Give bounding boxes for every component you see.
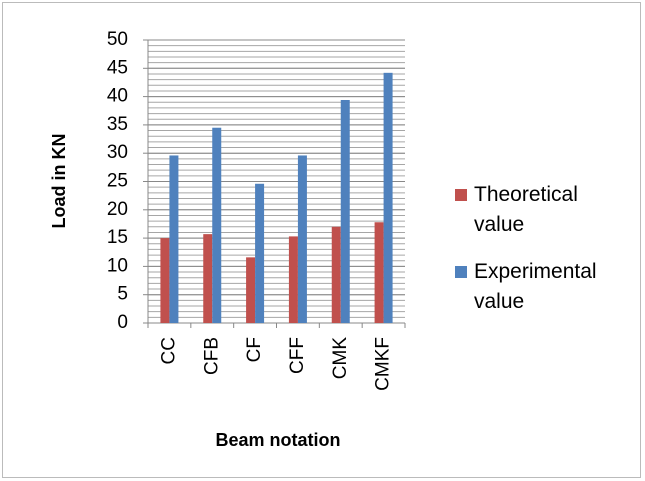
- legend-label: Experimental value: [474, 260, 597, 313]
- y-tick-label: 30: [107, 142, 128, 163]
- bar: [255, 183, 265, 323]
- y-tick-label: 10: [107, 255, 128, 276]
- bar: [331, 226, 341, 323]
- bar: [203, 234, 213, 323]
- bar: [340, 99, 350, 323]
- x-tick-label: CMKF: [373, 337, 394, 391]
- x-tick-label: CMK: [330, 337, 351, 380]
- bar: [246, 257, 256, 323]
- y-tick-label: 20: [107, 199, 128, 220]
- x-tick-label: CC: [158, 337, 179, 364]
- y-tick-label: 40: [107, 86, 128, 107]
- y-tick-label: 15: [107, 227, 128, 248]
- bar: [297, 155, 307, 323]
- x-axis-title: Beam notation: [215, 430, 340, 450]
- y-tick-label: 0: [117, 312, 128, 333]
- y-tick-label: 35: [107, 114, 128, 135]
- y-tick-label: 25: [107, 171, 128, 192]
- legend-label: Theoretical value: [474, 183, 578, 236]
- bar: [383, 72, 393, 323]
- legend-swatch: [455, 189, 467, 201]
- legend-swatch: [455, 266, 467, 278]
- x-tick-label: CFB: [201, 337, 222, 375]
- bar: [374, 222, 384, 323]
- bar: [288, 236, 298, 323]
- bar: [160, 238, 170, 323]
- y-tick-label: 45: [107, 57, 128, 78]
- y-tick-label: 5: [117, 284, 128, 305]
- y-axis-title: Load in KN: [49, 134, 69, 229]
- bar: [169, 155, 179, 323]
- x-tick-label: CF: [244, 337, 265, 362]
- x-tick-label: CFF: [287, 337, 308, 374]
- bar: [212, 127, 222, 323]
- y-tick-label: 50: [107, 29, 128, 50]
